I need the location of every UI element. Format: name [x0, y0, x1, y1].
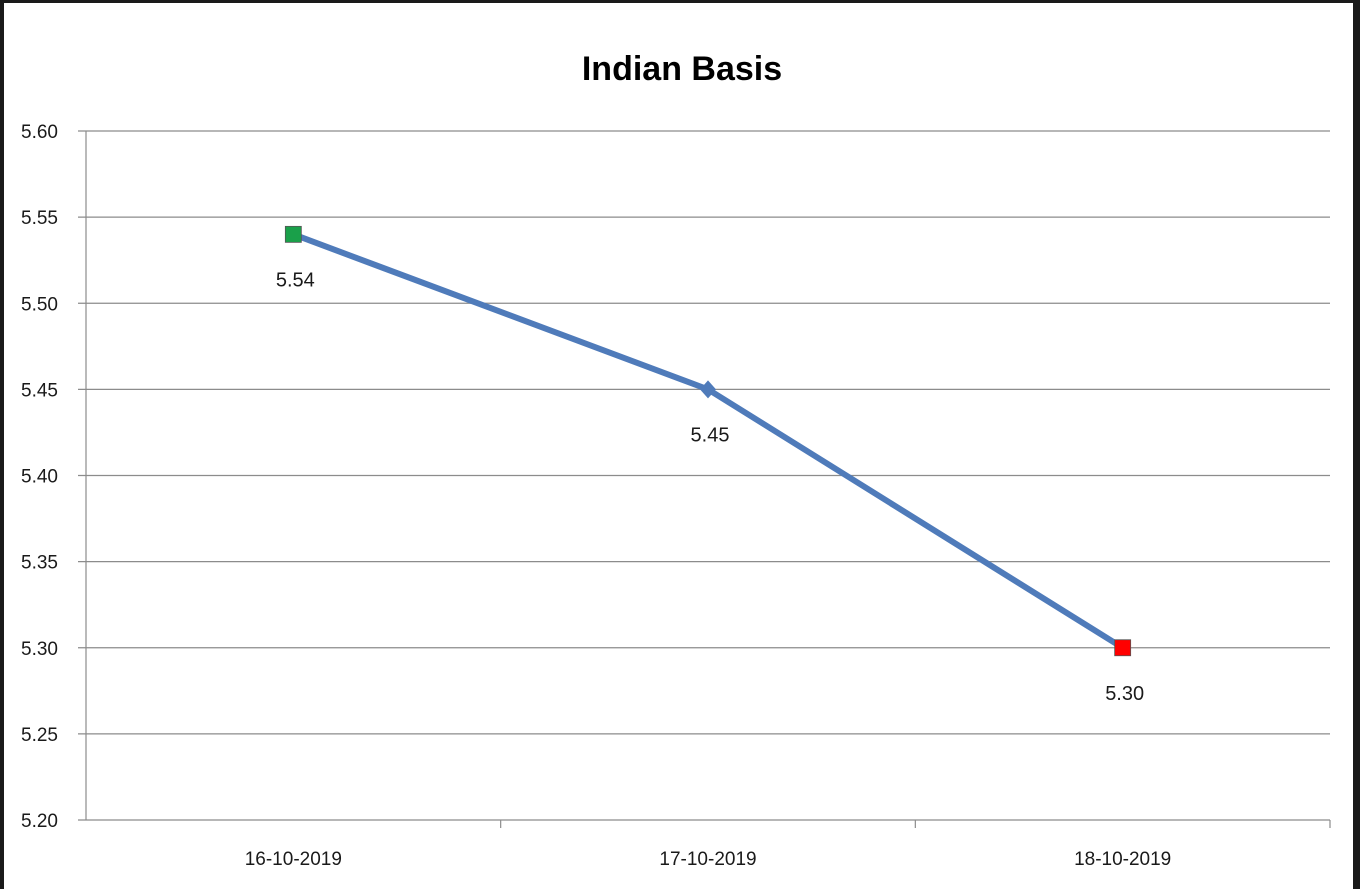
y-tick-label: 5.55 [21, 208, 58, 229]
y-tick-label: 5.20 [21, 811, 58, 832]
y-axis-ticks: 5.20 5.25 5.30 5.35 5.40 5.45 5.50 5.55 5.60 [21, 122, 58, 832]
data-point-marker [284, 225, 302, 243]
data-point-marker [1114, 639, 1132, 657]
gridlines [78, 130, 1330, 821]
y-tick-label: 5.35 [21, 553, 58, 574]
data-label: 5.54 [276, 269, 315, 291]
x-tick-label: 18-10-2019 [1074, 849, 1171, 870]
data-label: 5.30 [1105, 683, 1144, 705]
data-point-marker [700, 380, 716, 399]
x-tick-label: 17-10-2019 [659, 849, 756, 870]
y-tick-label: 5.45 [21, 380, 58, 401]
y-tick-label: 5.50 [21, 294, 58, 315]
y-tick-label: 5.30 [21, 639, 58, 660]
series-group [284, 225, 1132, 657]
y-tick-label: 5.60 [21, 122, 58, 143]
x-tick-label: 16-10-2019 [245, 849, 342, 870]
x-axis: 16-10-2019 17-10-2019 18-10-2019 [85, 131, 1331, 870]
data-label: 5.45 [691, 424, 730, 446]
y-tick-label: 5.40 [21, 467, 58, 488]
data-labels: 5.54 5.45 5.30 [276, 269, 1144, 704]
chart-title: Indian Basis [582, 50, 782, 88]
y-tick-label: 5.25 [21, 725, 58, 746]
